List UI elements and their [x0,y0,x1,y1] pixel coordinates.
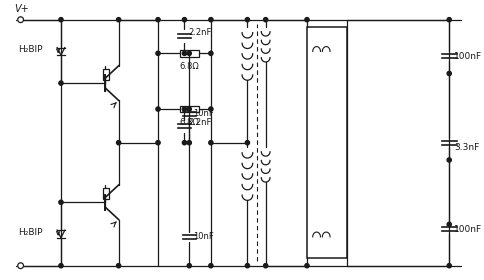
Circle shape [208,141,212,145]
Circle shape [59,81,63,85]
Circle shape [208,263,212,268]
Circle shape [155,18,160,22]
Text: 10nF: 10nF [193,109,213,118]
Bar [103,188,109,199]
Text: V+: V+ [14,4,29,14]
Circle shape [304,263,308,268]
Circle shape [245,263,249,268]
Text: H₂BIP: H₂BIP [18,45,42,54]
Text: 2.2nF: 2.2nF [188,118,211,127]
Bar [306,27,347,258]
Circle shape [446,158,451,162]
Circle shape [187,141,191,145]
Circle shape [59,200,63,204]
Text: 10nF: 10nF [193,232,213,241]
Circle shape [187,263,191,268]
Text: 6.8Ω: 6.8Ω [179,62,199,71]
Circle shape [155,107,160,111]
Circle shape [182,107,186,111]
Circle shape [18,17,23,23]
Circle shape [304,18,308,22]
Text: H₂BIP: H₂BIP [18,228,42,237]
Circle shape [208,51,212,55]
Circle shape [116,263,121,268]
Circle shape [182,51,186,55]
Circle shape [446,18,451,22]
Circle shape [446,71,451,76]
Circle shape [182,18,186,22]
Text: 6.8Ω: 6.8Ω [179,118,199,127]
Circle shape [59,263,63,268]
Circle shape [245,18,249,22]
Bar [103,69,109,80]
Circle shape [155,141,160,145]
Circle shape [263,263,267,268]
Circle shape [187,51,191,55]
Circle shape [208,18,212,22]
Circle shape [245,141,249,145]
Text: 100nF: 100nF [453,52,481,61]
Text: 3.3nF: 3.3nF [453,143,478,152]
Circle shape [182,141,186,145]
Circle shape [446,222,451,227]
Circle shape [18,263,23,269]
Text: 2.2nF: 2.2nF [188,28,211,37]
Bar [179,50,198,57]
Circle shape [446,263,451,268]
Circle shape [155,51,160,55]
Circle shape [187,107,191,111]
Circle shape [263,18,267,22]
Circle shape [116,18,121,22]
Circle shape [59,18,63,22]
Circle shape [116,141,121,145]
Text: 100nF: 100nF [453,225,481,234]
Circle shape [208,107,212,111]
Bar [179,106,198,112]
